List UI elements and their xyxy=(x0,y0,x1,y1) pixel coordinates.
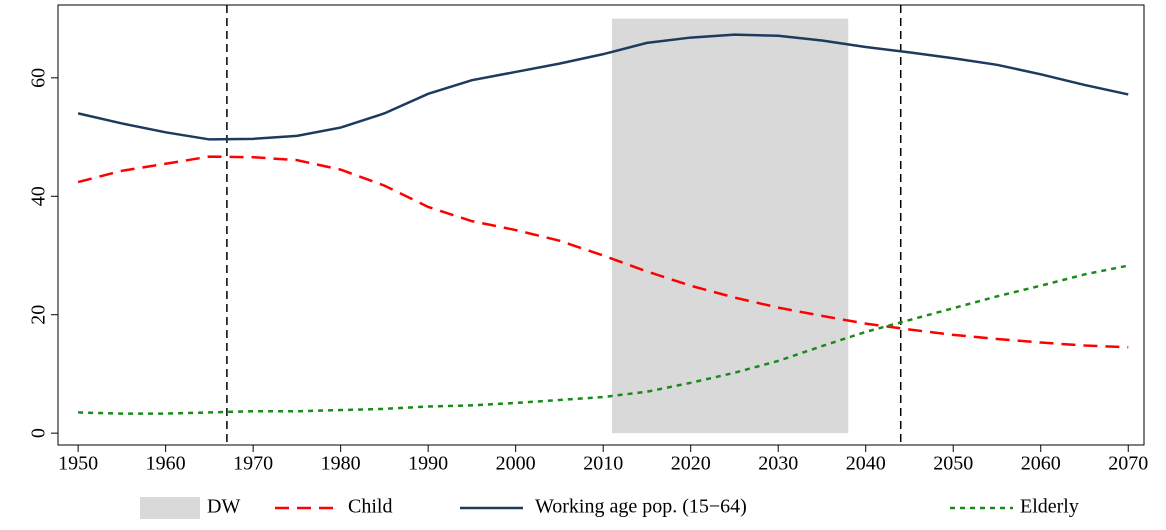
x-tick-label: 2050 xyxy=(933,453,973,475)
x-tick-label: 1990 xyxy=(408,453,448,475)
legend-label: Elderly xyxy=(1020,496,1079,518)
x-tick-label: 2000 xyxy=(496,453,536,475)
x-tick-label: 1950 xyxy=(58,453,98,475)
y-tick-label: 0 xyxy=(28,428,50,438)
y-tick-label: 40 xyxy=(28,186,50,206)
legend-label: Child xyxy=(348,496,392,518)
legend-label: DW xyxy=(207,496,240,518)
x-tick-label: 1960 xyxy=(146,453,186,475)
x-tick-label: 1980 xyxy=(321,453,361,475)
x-tick-label: 2070 xyxy=(1108,453,1148,475)
y-tick-label: 60 xyxy=(28,68,50,88)
legend-label: Working age pop. (15−64) xyxy=(535,496,747,518)
x-tick-label: 1970 xyxy=(233,453,273,475)
series-line xyxy=(78,264,1129,415)
series-line xyxy=(77,33,1129,141)
plot-frame xyxy=(57,4,1145,446)
x-tick-label: 2030 xyxy=(758,453,798,475)
x-tick-label: 2020 xyxy=(671,453,711,475)
x-tick-label: 2060 xyxy=(1021,453,1061,475)
shaded-region xyxy=(611,18,849,434)
x-tick-label: 2010 xyxy=(583,453,623,475)
y-tick-label: 20 xyxy=(28,305,50,325)
series-line xyxy=(77,155,1129,349)
legend-swatch xyxy=(140,497,200,519)
x-tick-label: 2040 xyxy=(846,453,886,475)
